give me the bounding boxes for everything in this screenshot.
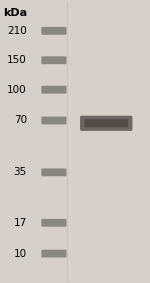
FancyBboxPatch shape <box>41 117 66 125</box>
Text: 70: 70 <box>14 115 27 125</box>
Text: 100: 100 <box>7 85 27 95</box>
Text: kDa: kDa <box>3 8 27 18</box>
FancyBboxPatch shape <box>84 119 128 127</box>
FancyBboxPatch shape <box>41 56 66 64</box>
FancyBboxPatch shape <box>41 219 66 227</box>
FancyBboxPatch shape <box>41 168 66 176</box>
Text: 150: 150 <box>7 55 27 65</box>
FancyBboxPatch shape <box>41 250 66 258</box>
FancyBboxPatch shape <box>41 27 66 35</box>
Text: 35: 35 <box>14 167 27 177</box>
Text: 210: 210 <box>7 26 27 36</box>
Text: 10: 10 <box>14 248 27 259</box>
Text: 17: 17 <box>14 218 27 228</box>
FancyBboxPatch shape <box>41 86 66 94</box>
FancyBboxPatch shape <box>80 116 132 131</box>
